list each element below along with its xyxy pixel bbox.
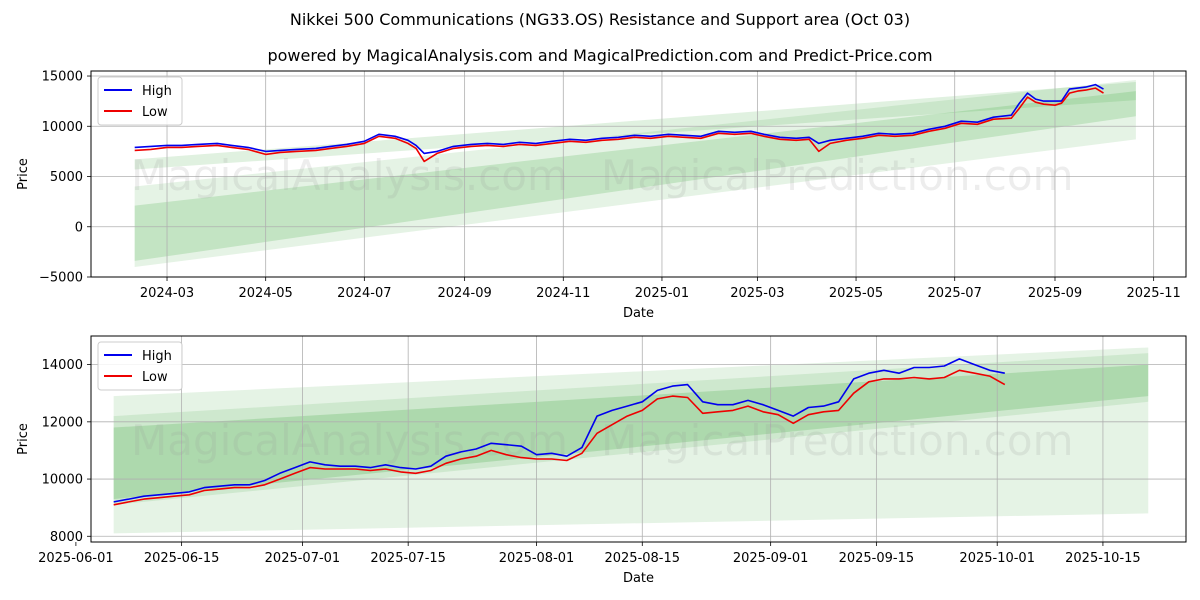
legend-low-label: Low [142,105,168,120]
x-tick-label: 2025-10-01 [959,551,1035,566]
x-tick-label: 2025-09 [1028,286,1082,301]
x-tick-label: 2025-05 [829,286,883,301]
chart-title: Nikkei 500 Communications (NG33.OS) Resi… [289,10,911,29]
top-chart: MagicalAnalysis.com MagicalPrediction.co… [16,70,1187,321]
y-tick-label: 5000 [50,170,83,185]
x-tick-label: 2025-07-15 [370,551,446,566]
y-tick-label: 10000 [42,473,83,488]
x-tick-label: 2025-06-01 [38,551,114,566]
x-tick-label: 2024-05 [239,286,293,301]
top-chart-series [134,83,1104,163]
x-tick-label: 2025-03 [730,286,784,301]
x-tick-label: 2025-09-15 [839,551,915,566]
x-tick-label: 2024-07 [337,286,391,301]
top-chart-frame [90,70,1187,278]
top-chart-yticks: −5000 0 5000 10000 15000 [39,70,91,286]
x-tick-label: 2025-07 [928,286,982,301]
support-resistance-band-0 [134,80,1136,267]
y-tick-label: 0 [75,220,83,235]
bottom-chart-watermarks: MagicalAnalysis.com MagicalPrediction.co… [131,416,1074,465]
top-chart-watermarks: MagicalAnalysis.com MagicalPrediction.co… [131,151,1074,200]
series-line-low [113,369,1006,506]
bottom-chart-frame [90,335,1187,543]
y-tick-label: 10000 [42,120,83,135]
y-tick-label: −5000 [39,271,83,286]
bottom-chart-legend: High Low [97,341,183,391]
x-tick-label: 2025-10-15 [1065,551,1141,566]
bottom-chart-yticks: 8000 10000 12000 14000 [42,358,91,545]
x-tick-label: 2024-09 [437,286,491,301]
x-tick-label: 2025-11 [1126,286,1180,301]
watermark-left: MagicalAnalysis.com [131,151,568,200]
top-chart-ylabel: Price [16,158,31,190]
x-tick-label: 2024-03 [140,286,194,301]
series-line-high [113,358,1005,503]
x-tick-label: 2025-01 [635,286,689,301]
bottom-chart-series [113,358,1006,506]
support-resistance-band-2 [113,364,1149,500]
y-tick-label: 14000 [42,358,83,373]
x-tick-label: 2025-08-01 [499,551,575,566]
series-line-high [134,83,1104,155]
series-line-low [134,87,1104,163]
watermark-left: MagicalAnalysis.com [131,416,568,465]
watermark-right: MagicalPrediction.com [601,416,1074,465]
x-tick-label: 2025-07-01 [265,551,341,566]
top-chart-xlabel: Date [623,306,654,321]
y-tick-label: 12000 [42,415,83,430]
bottom-chart: MagicalAnalysis.com MagicalPrediction.co… [16,335,1187,586]
y-tick-label: 15000 [42,70,83,85]
y-tick-label: 8000 [50,530,83,545]
x-tick-label: 2025-08-15 [604,551,680,566]
bottom-chart-xlabel: Date [623,571,654,586]
top-chart-xticks: 2024-03 2024-05 2024-07 2024-09 2024-11 2025-… [140,277,1181,301]
bottom-chart-ylabel: Price [16,423,31,455]
legend-high-label: High [142,349,172,364]
legend-low-label: Low [142,370,168,385]
watermark-right: MagicalPrediction.com [601,151,1074,200]
bottom-chart-xticks: 2025-06-01 2025-06-15 2025-07-01 2025-07-15… [38,542,1141,566]
chart-subtitle: powered by MagicalAnalysis.com and Magic… [267,46,933,65]
support-resistance-band-2 [134,82,1136,170]
top-chart-legend: High Low [97,76,183,126]
x-tick-label: 2025-06-15 [144,551,220,566]
support-resistance-band-0 [113,347,1149,534]
legend-high-label: High [142,84,172,99]
x-tick-label: 2024-11 [536,286,590,301]
x-tick-label: 2025-09-01 [733,551,809,566]
